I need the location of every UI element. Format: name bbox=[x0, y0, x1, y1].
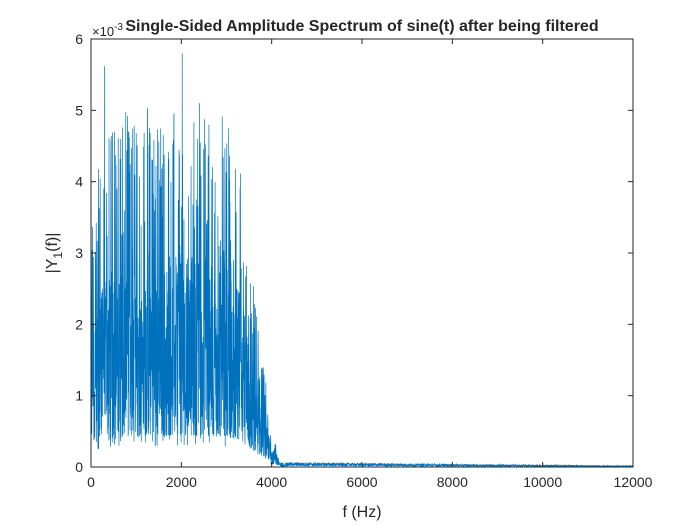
y-exponent-power: -3 bbox=[114, 22, 123, 33]
x-tick-label: 12000 bbox=[614, 474, 653, 490]
y-axis-label-base: |Y bbox=[44, 258, 61, 273]
x-axis-label: f (Hz) bbox=[342, 504, 381, 521]
y-tick-label: 3 bbox=[75, 245, 83, 261]
y-tick-label: 4 bbox=[75, 174, 83, 190]
y-axis-label-sub: 1 bbox=[51, 252, 65, 259]
x-tick-label: 10000 bbox=[523, 474, 562, 490]
y-tick-label: 5 bbox=[75, 102, 83, 118]
y-tick-label: 0 bbox=[75, 459, 83, 475]
x-tick-label: 0 bbox=[87, 474, 95, 490]
y-axis-label: |Y1(f)| bbox=[44, 233, 65, 274]
x-tick-label: 2000 bbox=[166, 474, 197, 490]
y-exponent-base: ×10 bbox=[92, 24, 114, 39]
y-exponent: ×10-3 bbox=[92, 22, 123, 39]
y-axis-label-rest: (f)| bbox=[44, 233, 61, 252]
x-tick-label: 4000 bbox=[256, 474, 287, 490]
x-tick-label: 8000 bbox=[437, 474, 468, 490]
y-tick-label: 1 bbox=[75, 388, 83, 404]
x-tick-label: 6000 bbox=[346, 474, 377, 490]
axes-layer: 0 2000 4000 6000 8000 10000 12000 0 1 2 3 4 5 6 bbox=[75, 31, 652, 490]
chart-title: Single-Sided Amplitude Spectrum of sine(… bbox=[125, 18, 598, 35]
y-tick-label: 2 bbox=[75, 316, 83, 332]
y-tick-label: 6 bbox=[75, 31, 83, 47]
